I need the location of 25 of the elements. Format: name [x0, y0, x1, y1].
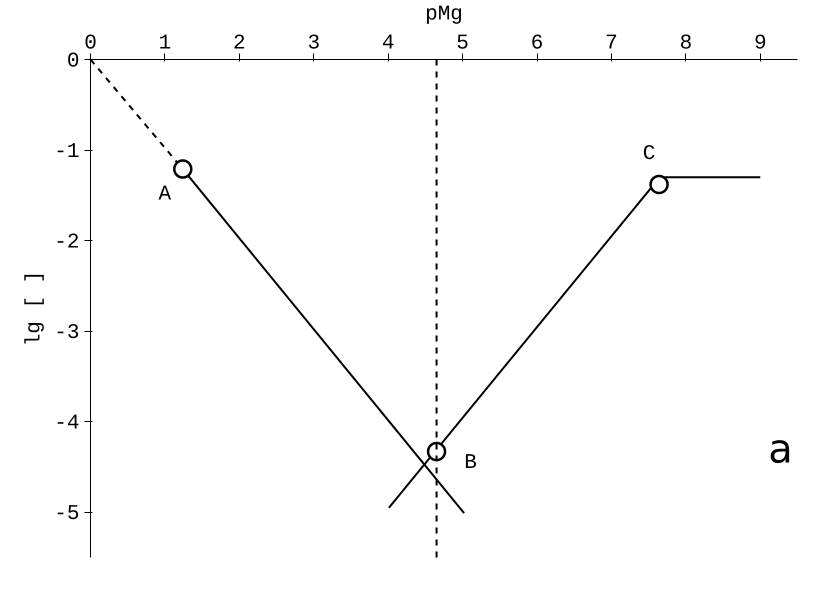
x-tick-label: 3: [307, 32, 320, 56]
annotation: a: [768, 426, 793, 472]
y-tick-label: -5: [54, 503, 80, 526]
annotation: A: [158, 184, 172, 207]
x-axis-title: pMg: [425, 4, 463, 26]
y-tick-label: -2: [54, 232, 80, 255]
y-tick-label: -3: [54, 322, 80, 346]
y-tick-label: -4: [54, 412, 80, 436]
x-tick-label: 1: [158, 32, 172, 56]
y-axis-title: lg [ ]: [23, 270, 46, 346]
x-tick-label: 7: [605, 32, 618, 56]
annotation: B: [464, 452, 477, 476]
y-tick-label: 0: [66, 50, 80, 74]
point: [426, 442, 446, 462]
x-tick-label: 0: [84, 32, 97, 56]
point: [649, 174, 669, 194]
x-tick-label: 2: [233, 32, 246, 56]
point: [173, 159, 193, 179]
annotation: C: [642, 142, 656, 166]
x-tick-label: 5: [456, 32, 469, 56]
y-tick-label: -1: [54, 141, 80, 164]
x-tick-label: 6: [530, 32, 544, 56]
x-tick-label: 4: [382, 32, 394, 56]
x-tick-label: 8: [680, 32, 692, 56]
x-tick-label: 9: [754, 32, 767, 56]
